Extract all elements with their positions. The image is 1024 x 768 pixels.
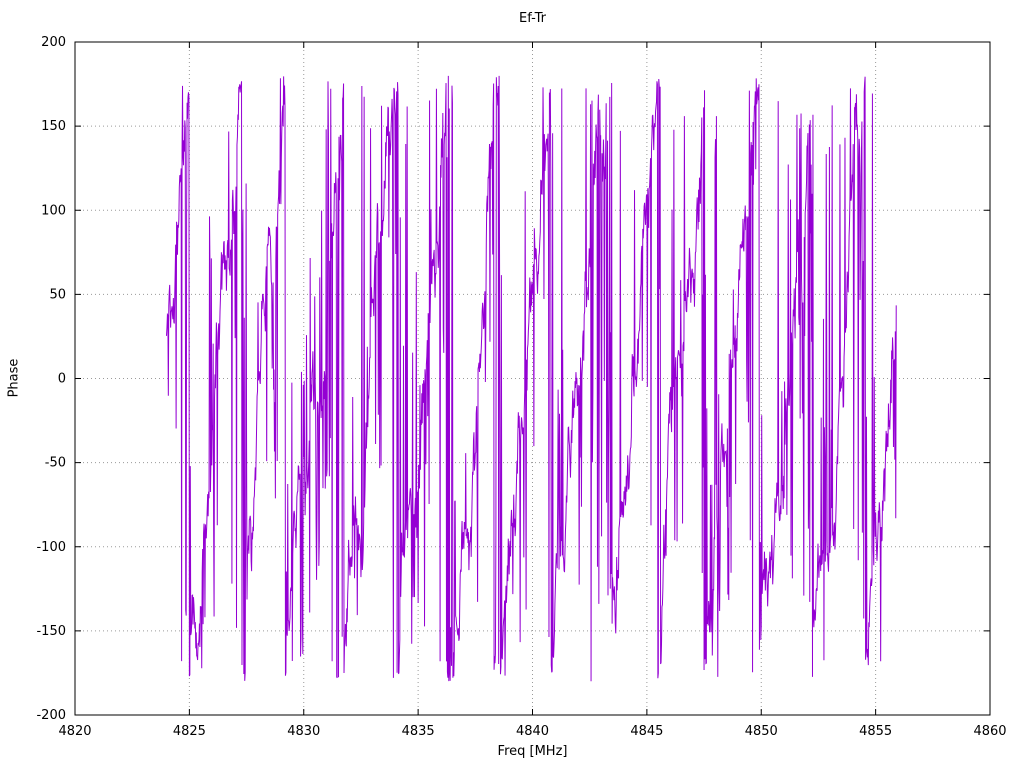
y-tick-label: -200	[36, 708, 66, 723]
x-tick-label: 4850	[745, 724, 778, 739]
x-tick-label: 4835	[402, 724, 435, 739]
y-tick-label: 150	[41, 119, 66, 134]
x-axis-label: Freq [MHz]	[497, 744, 568, 759]
x-tick-label: 4820	[58, 724, 91, 739]
chart-title: Ef-Tr	[519, 11, 546, 26]
y-tick-label: -50	[45, 456, 66, 471]
x-tick-label: 4860	[973, 724, 1006, 739]
x-tick-label: 4845	[630, 724, 663, 739]
y-tick-label: 100	[41, 203, 66, 218]
x-tick-label: 4840	[516, 724, 549, 739]
x-tick-label: 4825	[173, 724, 206, 739]
y-tick-label: -150	[36, 624, 66, 639]
y-tick-label: -100	[36, 540, 66, 555]
x-tick-label: 4830	[287, 724, 320, 739]
y-tick-label: 50	[49, 287, 66, 302]
series-line	[166, 75, 897, 682]
y-tick-label: 200	[41, 35, 66, 50]
x-tick-label: 4855	[859, 724, 892, 739]
y-tick-label: 0	[58, 372, 66, 387]
